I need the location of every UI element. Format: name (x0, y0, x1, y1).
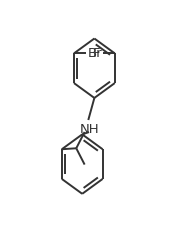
Text: Br: Br (88, 47, 103, 60)
Text: NH: NH (80, 123, 100, 136)
Text: F: F (93, 47, 100, 60)
